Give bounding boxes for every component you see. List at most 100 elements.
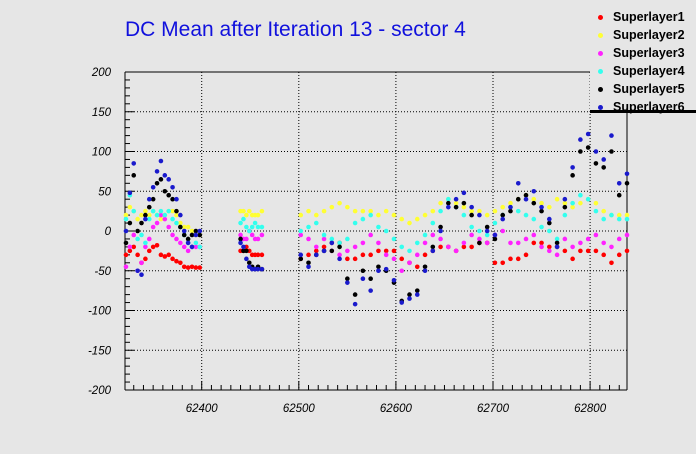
data-point-superlayer5 [360, 268, 366, 274]
data-point-superlayer4 [414, 240, 420, 246]
data-point-superlayer2 [178, 220, 183, 226]
data-point-superlayer1 [547, 244, 552, 250]
data-point-superlayer1 [255, 252, 261, 258]
data-point-superlayer5 [352, 292, 358, 297]
data-point-superlayer6 [446, 204, 451, 210]
data-point-superlayer2 [422, 212, 428, 218]
data-point-superlayer3 [624, 232, 630, 238]
data-point-superlayer6 [150, 184, 156, 190]
data-point-superlayer6 [306, 264, 311, 270]
data-point-superlayer2 [484, 212, 490, 218]
data-point-superlayer6 [616, 181, 622, 186]
data-point-superlayer4 [135, 236, 140, 242]
data-point-superlayer4 [477, 228, 482, 234]
data-point-superlayer6 [391, 277, 397, 283]
data-point-superlayer5 [131, 173, 137, 178]
data-point-superlayer3 [143, 244, 148, 250]
data-point-superlayer5 [554, 240, 560, 246]
data-point-superlayer5 [139, 220, 144, 226]
y-tick-label: -200 [88, 385, 112, 397]
data-point-superlayer2 [554, 196, 560, 202]
data-point-superlayer1 [609, 260, 614, 266]
legend: Superlayer1 Superlayer2 Superlayer3 Superla… [590, 0, 696, 114]
data-point-superlayer6 [407, 296, 412, 301]
data-point-superlayer6 [123, 228, 129, 234]
data-point-superlayer5 [539, 208, 544, 214]
data-point-superlayer3 [616, 236, 622, 242]
data-point-superlayer1 [531, 240, 537, 246]
data-point-superlayer6 [313, 252, 319, 258]
data-point-superlayer1 [306, 252, 311, 258]
data-point-superlayer6 [193, 232, 199, 238]
data-point-superlayer3 [484, 240, 490, 246]
data-point-superlayer2 [127, 204, 133, 210]
data-point-superlayer4 [515, 208, 521, 214]
data-point-superlayer4 [345, 236, 350, 242]
data-point-superlayer6 [127, 190, 133, 196]
data-point-superlayer1 [422, 252, 428, 258]
data-point-superlayer1 [376, 248, 381, 254]
data-point-superlayer3 [170, 232, 175, 238]
data-point-superlayer1 [143, 256, 148, 262]
y-tick-label: 50 [98, 186, 111, 198]
data-point-superlayer1 [601, 252, 606, 258]
data-point-superlayer3 [321, 236, 327, 242]
data-point-superlayer2 [430, 208, 436, 214]
data-point-superlayer4 [174, 220, 179, 226]
data-point-superlayer5 [469, 212, 474, 218]
data-point-superlayer4 [162, 212, 168, 218]
data-point-superlayer6 [135, 268, 140, 274]
data-point-superlayer2 [469, 208, 474, 214]
data-point-superlayer2 [321, 208, 327, 214]
data-point-superlayer1 [515, 256, 521, 262]
legend-marker [598, 86, 603, 92]
data-point-superlayer6 [453, 196, 459, 202]
data-point-superlayer5 [174, 208, 179, 214]
data-point-superlayer2 [461, 204, 467, 210]
data-point-superlayer2 [337, 200, 342, 206]
data-point-superlayer3 [185, 248, 191, 254]
data-point-superlayer1 [578, 248, 583, 254]
data-point-superlayer5 [624, 181, 630, 186]
data-point-superlayer4 [166, 208, 171, 214]
data-point-superlayer3 [508, 240, 513, 246]
data-point-superlayer3 [578, 240, 583, 246]
data-point-superlayer3 [407, 260, 412, 266]
data-point-superlayer3 [539, 244, 544, 250]
data-point-superlayer2 [531, 196, 537, 202]
data-point-superlayer3 [515, 240, 521, 246]
data-point-superlayer4 [259, 224, 265, 230]
data-point-superlayer4 [193, 240, 199, 246]
data-point-superlayer6 [523, 196, 529, 202]
y-tick-label: -150 [88, 345, 112, 357]
data-point-superlayer4 [430, 220, 436, 226]
data-point-superlayer5 [170, 196, 175, 202]
data-point-superlayer1 [123, 252, 129, 258]
data-point-superlayer3 [337, 252, 342, 258]
data-point-superlayer6 [131, 161, 137, 166]
data-point-superlayer4 [321, 232, 327, 238]
data-point-superlayer5 [484, 224, 490, 230]
legend-label: Superlayer3 [613, 46, 685, 60]
data-point-superlayer2 [360, 208, 366, 214]
data-point-superlayer4 [197, 244, 203, 250]
legend-item-superlayer1: Superlayer1 [590, 8, 685, 26]
data-point-superlayer1 [185, 265, 191, 270]
legend-item-superlayer5: Superlayer5 [590, 80, 685, 98]
data-point-superlayer3 [391, 256, 397, 262]
data-point-superlayer5 [150, 196, 156, 202]
data-point-superlayer4 [255, 224, 261, 230]
data-point-superlayer5 [244, 248, 249, 254]
legend-item-superlayer4: Superlayer4 [590, 62, 685, 80]
data-point-superlayer4 [352, 220, 358, 226]
data-point-superlayer2 [143, 208, 148, 214]
data-point-superlayer5 [329, 248, 335, 254]
data-point-superlayer2 [352, 208, 358, 214]
data-point-superlayer4 [123, 216, 129, 222]
data-point-superlayer5 [523, 192, 529, 198]
data-point-superlayer2 [146, 212, 152, 218]
y-tick-label: 100 [92, 147, 112, 159]
data-point-superlayer1 [391, 248, 397, 254]
data-point-superlayer3 [399, 268, 405, 274]
